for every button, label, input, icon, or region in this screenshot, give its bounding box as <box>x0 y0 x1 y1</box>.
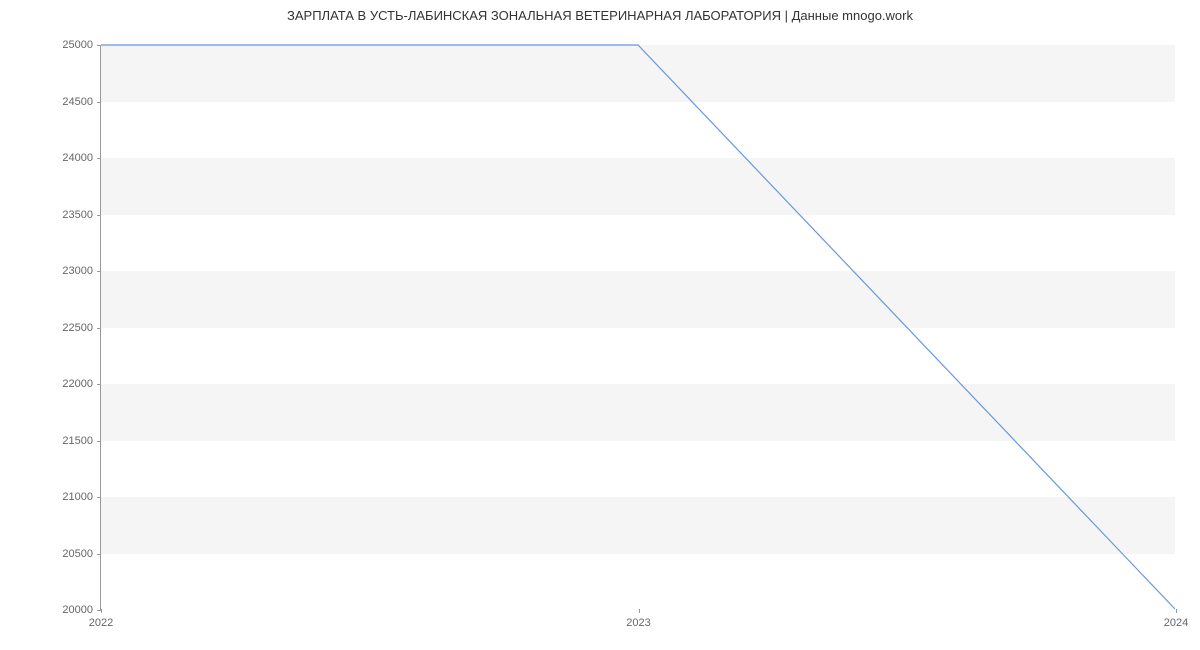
line-chart-svg <box>101 45 1175 609</box>
y-axis-tick-mark <box>97 497 101 498</box>
y-axis-tick-label: 25000 <box>62 39 93 51</box>
x-axis-tick-label: 2024 <box>1164 617 1188 629</box>
y-axis-tick-mark <box>97 328 101 329</box>
chart-title: ЗАРПЛАТА В УСТЬ-ЛАБИНСКАЯ ЗОНАЛЬНАЯ ВЕТЕ… <box>0 0 1200 23</box>
y-axis-tick-mark <box>97 102 101 103</box>
y-axis-tick-mark <box>97 271 101 272</box>
y-axis-tick-mark <box>97 441 101 442</box>
y-axis-tick-label: 22500 <box>62 322 93 334</box>
y-axis-tick-label: 21500 <box>62 435 93 447</box>
y-axis-tick-label: 22000 <box>62 378 93 390</box>
series-line-salary <box>101 45 1175 609</box>
y-axis-tick-mark <box>97 215 101 216</box>
chart-container: 2000020500210002150022000225002300023500… <box>100 45 1175 610</box>
y-axis-tick-mark <box>97 384 101 385</box>
y-axis-tick-mark <box>97 554 101 555</box>
y-axis-tick-label: 24500 <box>62 96 93 108</box>
y-axis-tick-label: 23500 <box>62 209 93 221</box>
y-axis-tick-label: 20500 <box>62 548 93 560</box>
y-axis-tick-mark <box>97 158 101 159</box>
x-axis-tick-mark <box>639 609 640 613</box>
x-axis-tick-label: 2022 <box>89 617 113 629</box>
x-axis-tick-label: 2023 <box>626 617 650 629</box>
x-axis-tick-mark <box>101 609 102 613</box>
x-axis-tick-mark <box>1176 609 1177 613</box>
y-axis-tick-label: 20000 <box>62 604 93 616</box>
y-axis-tick-label: 23000 <box>62 265 93 277</box>
y-axis-tick-mark <box>97 45 101 46</box>
y-axis-tick-label: 24000 <box>62 152 93 164</box>
y-axis-tick-label: 21000 <box>62 491 93 503</box>
plot-area: 2000020500210002150022000225002300023500… <box>100 45 1175 610</box>
